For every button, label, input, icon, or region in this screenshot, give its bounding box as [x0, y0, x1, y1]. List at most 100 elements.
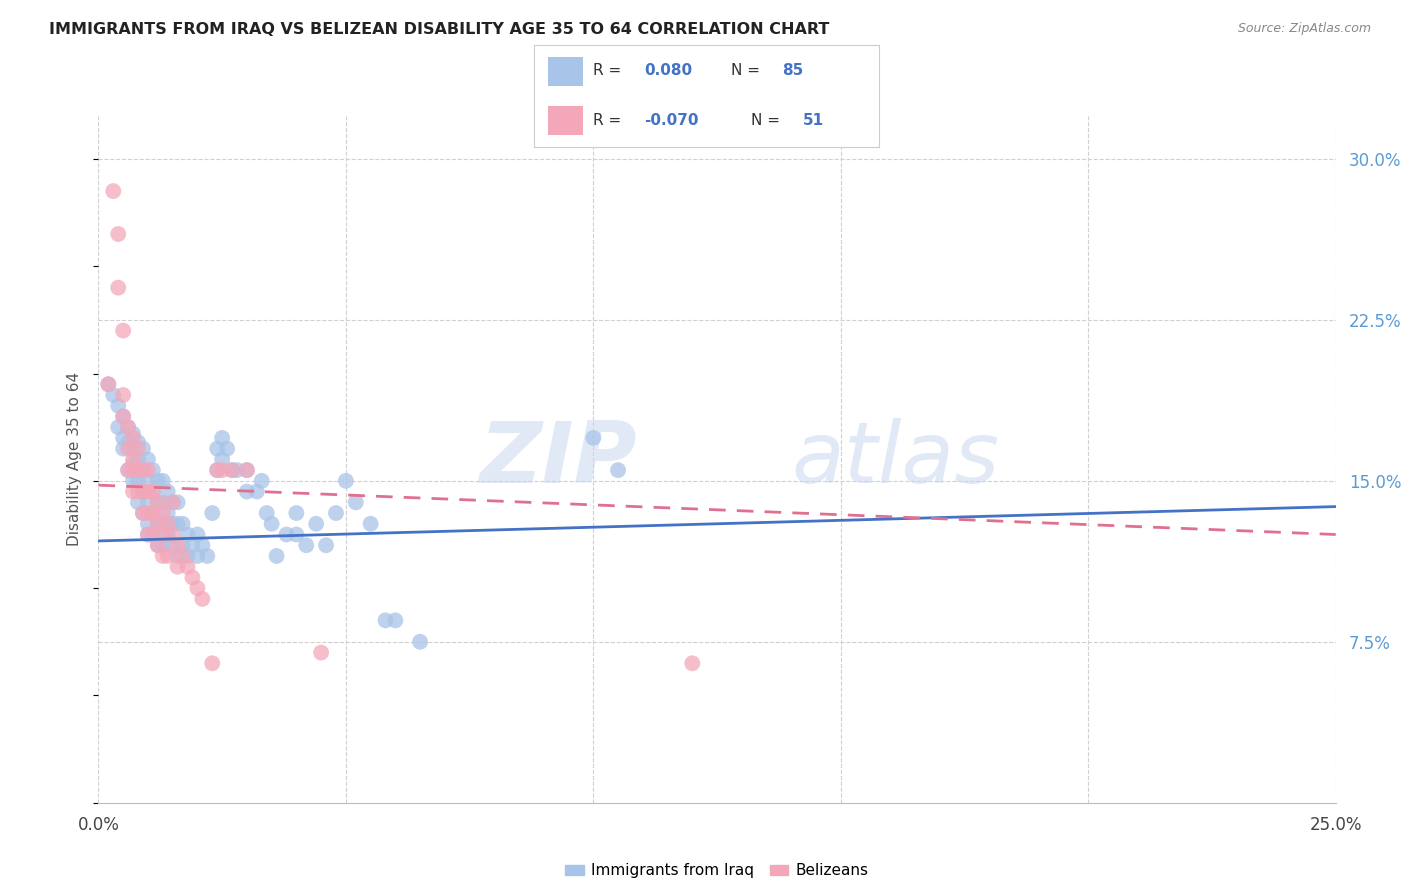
Text: -0.070: -0.070 — [644, 113, 699, 128]
Point — [136, 506, 159, 520]
Point — [156, 549, 179, 563]
Point — [221, 463, 243, 477]
Point — [162, 538, 184, 552]
Point — [309, 646, 332, 660]
Point — [156, 516, 179, 531]
Point — [285, 527, 308, 541]
Point — [166, 516, 188, 531]
Point — [122, 474, 145, 488]
Point — [127, 495, 149, 509]
Point — [260, 516, 283, 531]
Point — [166, 538, 188, 552]
Point — [112, 324, 135, 338]
Point — [142, 506, 165, 520]
Point — [146, 516, 169, 531]
Point — [112, 431, 135, 445]
Point — [103, 184, 125, 198]
Point — [166, 549, 188, 563]
Point — [136, 516, 159, 531]
Point — [132, 463, 155, 477]
FancyBboxPatch shape — [548, 57, 582, 86]
Point — [156, 506, 179, 520]
Point — [117, 435, 139, 450]
Point — [172, 516, 194, 531]
Point — [127, 463, 149, 477]
Point — [211, 452, 233, 467]
Point — [409, 635, 432, 649]
Point — [122, 452, 145, 467]
Point — [136, 495, 159, 509]
Point — [156, 484, 179, 499]
Point — [132, 506, 155, 520]
Text: R =: R = — [593, 113, 626, 128]
Point — [162, 495, 184, 509]
Point — [142, 527, 165, 541]
Point — [374, 613, 396, 627]
Point — [117, 420, 139, 434]
Point — [97, 377, 120, 392]
Point — [122, 484, 145, 499]
Point — [166, 559, 188, 574]
Point — [136, 474, 159, 488]
Point — [107, 227, 129, 241]
Point — [112, 442, 135, 456]
Point — [276, 527, 298, 541]
Point — [285, 506, 308, 520]
Point — [172, 538, 194, 552]
Point — [162, 516, 184, 531]
Point — [211, 431, 233, 445]
Point — [176, 527, 198, 541]
Point — [136, 463, 159, 477]
Point — [122, 463, 145, 477]
Point — [117, 463, 139, 477]
Point — [607, 463, 630, 477]
Point — [136, 527, 159, 541]
Point — [582, 431, 605, 445]
Point — [117, 442, 139, 456]
Point — [236, 484, 259, 499]
Point — [266, 549, 288, 563]
Point — [117, 463, 139, 477]
Point — [112, 409, 135, 424]
Point — [146, 538, 169, 552]
Point — [136, 452, 159, 467]
Point — [186, 581, 208, 595]
Point — [112, 388, 135, 402]
Point — [315, 538, 337, 552]
Point — [217, 442, 239, 456]
Point — [152, 495, 174, 509]
Point — [142, 527, 165, 541]
Point — [127, 435, 149, 450]
Point — [256, 506, 278, 520]
Point — [146, 474, 169, 488]
Legend: Immigrants from Iraq, Belizeans: Immigrants from Iraq, Belizeans — [560, 857, 875, 885]
Point — [122, 442, 145, 456]
Point — [117, 420, 139, 434]
Point — [122, 431, 145, 445]
Point — [127, 452, 149, 467]
Point — [191, 591, 214, 606]
Point — [681, 657, 703, 671]
Point — [295, 538, 318, 552]
Point — [107, 420, 129, 434]
Point — [186, 549, 208, 563]
Point — [132, 442, 155, 456]
Point — [132, 463, 155, 477]
Y-axis label: Disability Age 35 to 64: Disability Age 35 to 64 — [67, 372, 83, 547]
Point — [146, 516, 169, 531]
Point — [205, 463, 228, 477]
Point — [186, 527, 208, 541]
Point — [107, 281, 129, 295]
Point — [136, 484, 159, 499]
Point — [152, 549, 174, 563]
Point — [221, 463, 243, 477]
Text: N =: N = — [751, 113, 785, 128]
Point — [152, 474, 174, 488]
Text: 85: 85 — [782, 63, 804, 78]
Point — [176, 559, 198, 574]
Point — [344, 495, 367, 509]
Point — [146, 495, 169, 509]
Text: R =: R = — [593, 63, 626, 78]
Point — [195, 549, 218, 563]
Point — [166, 495, 188, 509]
